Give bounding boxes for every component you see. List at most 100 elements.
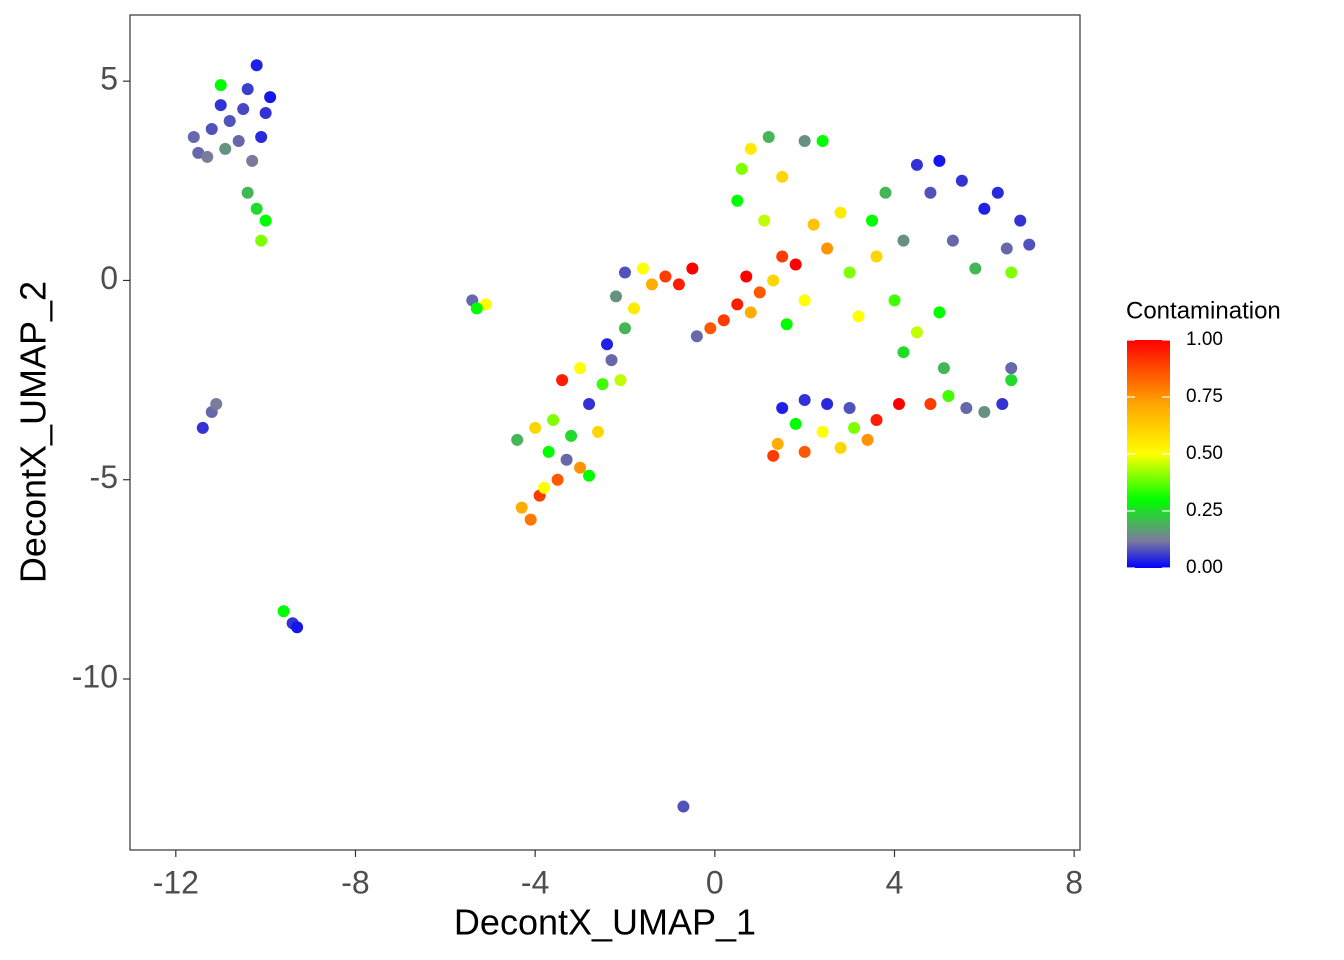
point: [924, 186, 937, 199]
point: [937, 362, 950, 375]
point: [636, 262, 649, 275]
point: [479, 298, 492, 311]
point: [259, 214, 272, 227]
point: [821, 398, 834, 411]
x-tick-label: -12: [153, 864, 199, 900]
point: [744, 142, 757, 155]
point: [969, 262, 982, 275]
point: [731, 298, 744, 311]
point: [246, 154, 259, 167]
point: [524, 513, 537, 526]
point: [1000, 242, 1013, 255]
point: [538, 481, 551, 494]
x-tick-label: -8: [341, 864, 369, 900]
point: [583, 469, 596, 482]
legend-title: Contamination: [1126, 297, 1281, 324]
point: [735, 162, 748, 175]
point: [529, 421, 542, 434]
point: [210, 398, 223, 411]
point: [255, 130, 268, 143]
y-tick-label: 0: [100, 260, 118, 296]
x-tick-label: 8: [1065, 864, 1083, 900]
point: [704, 322, 717, 335]
point: [565, 429, 578, 442]
point: [888, 294, 901, 307]
point: [771, 437, 784, 450]
point: [511, 433, 524, 446]
colorbar-label: 0.75: [1186, 386, 1223, 407]
point: [807, 218, 820, 231]
point: [237, 103, 250, 116]
point: [259, 107, 272, 120]
point: [821, 242, 834, 255]
point: [223, 115, 236, 128]
point: [798, 294, 811, 307]
point: [583, 398, 596, 411]
point: [645, 278, 658, 291]
point: [196, 421, 209, 434]
point: [852, 310, 865, 323]
point: [560, 453, 573, 466]
point: [672, 278, 685, 291]
point: [933, 306, 946, 319]
colorbar-label: 0.50: [1186, 443, 1223, 464]
point: [618, 266, 631, 279]
point: [627, 302, 640, 315]
x-tick-label: -4: [521, 864, 549, 900]
point: [592, 425, 605, 438]
point: [758, 214, 771, 227]
point: [798, 394, 811, 407]
point: [776, 250, 789, 263]
point: [879, 186, 892, 199]
point: [250, 59, 263, 72]
point: [910, 158, 923, 171]
point: [574, 461, 587, 474]
point: [789, 417, 802, 430]
point: [1005, 362, 1018, 375]
x-tick-label: 4: [886, 864, 904, 900]
point: [910, 326, 923, 339]
point: [897, 346, 910, 359]
point: [942, 390, 955, 403]
y-tick-label: -5: [90, 459, 118, 495]
point: [767, 274, 780, 287]
point: [214, 99, 227, 112]
point: [870, 250, 883, 263]
point: [892, 398, 905, 411]
point: [933, 154, 946, 167]
point: [816, 425, 829, 438]
y-tick-label: -10: [72, 658, 118, 694]
point: [789, 258, 802, 271]
point: [753, 286, 766, 299]
point: [264, 91, 277, 104]
point: [924, 398, 937, 411]
point: [677, 800, 690, 813]
point: [614, 374, 627, 387]
point: [201, 150, 214, 163]
point: [1014, 214, 1027, 227]
point: [762, 130, 775, 143]
point: [291, 621, 304, 634]
point: [1005, 374, 1018, 387]
point: [187, 130, 200, 143]
point: [866, 214, 879, 227]
point: [574, 362, 587, 375]
point: [731, 194, 744, 207]
colorbar-label: 1.00: [1186, 329, 1223, 350]
y-axis-title: DecontX_UMAP_2: [13, 281, 54, 583]
point: [241, 186, 254, 199]
point: [232, 134, 245, 147]
point: [848, 421, 861, 434]
point: [515, 501, 528, 514]
point: [816, 134, 829, 147]
point: [776, 401, 789, 414]
x-tick-label: 0: [706, 864, 724, 900]
point: [946, 234, 959, 247]
point: [798, 445, 811, 458]
points-layer: [187, 59, 1036, 813]
point: [205, 122, 218, 135]
point: [1005, 266, 1018, 279]
point: [861, 433, 874, 446]
point: [690, 330, 703, 343]
point: [978, 405, 991, 418]
